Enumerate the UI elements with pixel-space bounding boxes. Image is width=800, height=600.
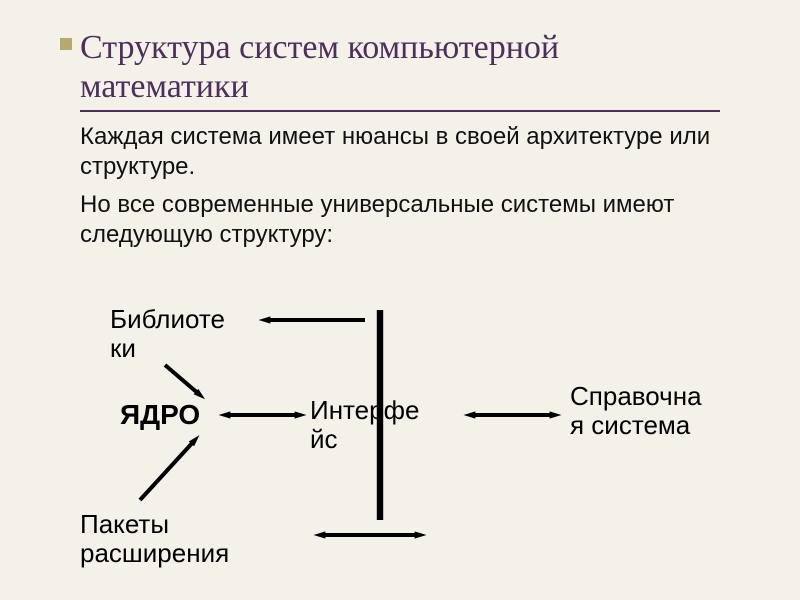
node-core: ЯДРО: [120, 400, 240, 431]
node-libraries: Библиоте ки: [110, 305, 270, 362]
node-packages: Пакеты расширения: [80, 510, 290, 567]
title-bullet: [60, 38, 72, 50]
body-text-1: Каждая система имеет нюансы в своей архи…: [80, 122, 730, 182]
node-interface: Интерфе йс: [310, 396, 460, 453]
title-underline: [80, 110, 720, 112]
slide-title: Структура систем компьютерной математики: [80, 28, 730, 106]
body-text-2: Но все современные универсальные системы…: [80, 190, 730, 250]
node-help: Справочна я система: [570, 382, 770, 439]
